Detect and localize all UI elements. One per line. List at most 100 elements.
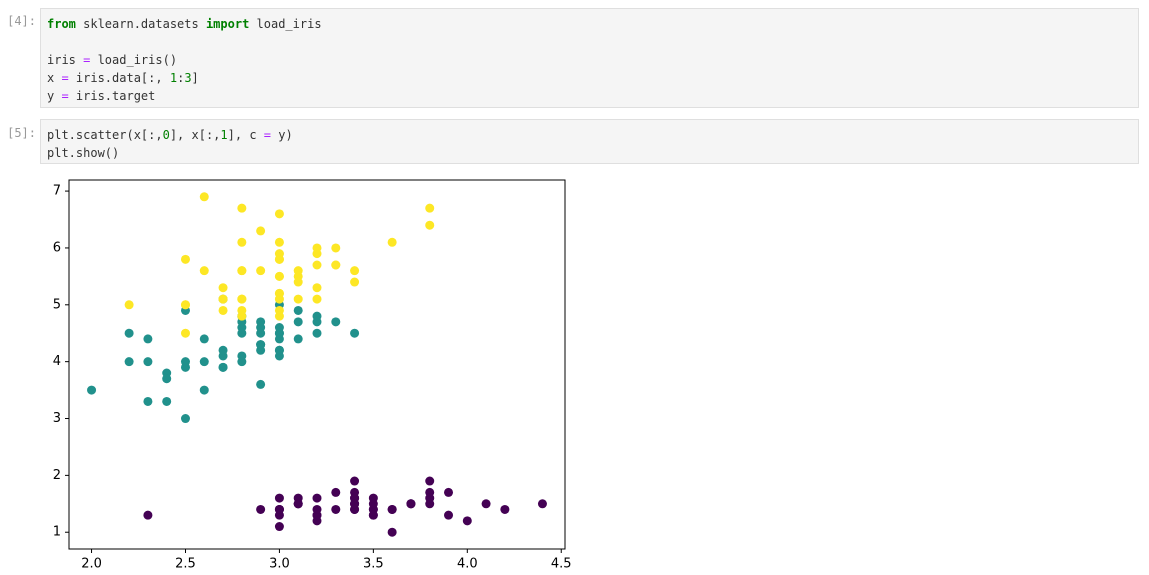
cell-prompt: [4]: xyxy=(7,14,36,28)
scatter-point xyxy=(293,305,303,315)
scatter-point xyxy=(237,266,247,276)
scatter-point xyxy=(274,311,284,321)
scatter-point xyxy=(274,345,284,355)
scatter-point xyxy=(218,345,228,355)
scatter-point xyxy=(180,414,190,424)
scatter-point xyxy=(274,493,284,503)
scatter-point xyxy=(162,374,172,384)
scatter-point xyxy=(274,209,284,219)
scatter-point xyxy=(256,328,266,338)
x-tick-label: 4.0 xyxy=(457,557,478,572)
scatter-point xyxy=(500,504,510,514)
code: plt.scatter(x[:,0], x[:,1], c = y) plt.s… xyxy=(47,128,293,160)
scatter-point xyxy=(180,357,190,367)
scatter-point xyxy=(293,317,303,327)
y-tick-label: 2 xyxy=(53,468,61,483)
scatter-point xyxy=(368,493,378,503)
x-tick-label: 4.5 xyxy=(551,557,572,572)
scatter-point xyxy=(218,362,228,372)
scatter-point xyxy=(312,493,322,503)
y-tick-label: 1 xyxy=(53,525,61,540)
scatter-point xyxy=(256,504,266,514)
scatter-point xyxy=(274,323,284,333)
scatter-point xyxy=(199,357,209,367)
scatter-point xyxy=(350,499,360,509)
scatter-point xyxy=(331,243,341,253)
scatter-point xyxy=(124,328,134,338)
x-tick-label: 3.5 xyxy=(363,557,384,572)
scatter-point xyxy=(312,504,322,514)
scatter-point xyxy=(143,396,153,406)
scatter-point xyxy=(425,203,435,213)
scatter-point xyxy=(180,300,190,310)
x-tick-label: 2.5 xyxy=(175,557,196,572)
scatter-point xyxy=(274,271,284,281)
scatter-point xyxy=(274,522,284,532)
x-tick-label: 2.0 xyxy=(81,557,102,572)
scatter-point xyxy=(331,317,341,327)
scatter-point xyxy=(444,487,454,497)
scatter-point xyxy=(256,379,266,389)
scatter-point xyxy=(162,396,172,406)
scatter-point xyxy=(387,237,397,247)
scatter-point xyxy=(143,510,153,520)
scatter-point xyxy=(406,499,416,509)
scatter-point xyxy=(218,283,228,293)
scatter-point xyxy=(256,317,266,327)
y-tick-label: 5 xyxy=(53,297,61,312)
scatter-point xyxy=(237,203,247,213)
scatter-point xyxy=(293,266,303,276)
scatter-point xyxy=(218,294,228,304)
scatter-point xyxy=(312,294,322,304)
scatter-point xyxy=(312,260,322,270)
scatter-point xyxy=(293,499,303,509)
scatter-point xyxy=(481,499,491,509)
scatter-point xyxy=(237,311,247,321)
cell-prompt: [5]: xyxy=(7,126,36,140)
scatter-point xyxy=(331,487,341,497)
plot-frame xyxy=(68,179,566,550)
scatter-point xyxy=(199,334,209,344)
scatter-point xyxy=(274,504,284,514)
code-cell[interactable]: from sklearn.datasets import load_iris i… xyxy=(40,8,1139,108)
scatter-point xyxy=(199,266,209,276)
scatter-point xyxy=(237,237,247,247)
scatter-point xyxy=(350,266,360,276)
scatter-point xyxy=(425,220,435,230)
scatter-point xyxy=(425,476,435,486)
scatter-point xyxy=(274,254,284,264)
scatter-point xyxy=(256,266,266,276)
scatter-point xyxy=(312,249,322,259)
scatter-point xyxy=(293,294,303,304)
y-tick-label: 3 xyxy=(53,411,61,426)
scatter-point xyxy=(350,476,360,486)
scatter-point xyxy=(537,499,547,509)
scatter-point xyxy=(462,516,472,526)
scatter-point xyxy=(350,277,360,287)
scatter-point xyxy=(218,305,228,315)
scatter-point xyxy=(425,493,435,503)
scatter-point xyxy=(312,311,322,321)
scatter-point xyxy=(237,328,247,338)
scatter-point xyxy=(387,504,397,514)
scatter-point xyxy=(143,334,153,344)
scatter-point xyxy=(256,226,266,236)
scatter-point xyxy=(293,277,303,287)
y-tick-label: 6 xyxy=(53,240,61,255)
scatter-point xyxy=(199,192,209,202)
scatter-point xyxy=(312,283,322,293)
code: from sklearn.datasets import load_iris i… xyxy=(47,17,322,103)
scatter-point xyxy=(274,294,284,304)
scatter-point xyxy=(237,351,247,361)
scatter-point xyxy=(143,357,153,367)
scatter-point xyxy=(180,254,190,264)
scatter-point xyxy=(331,504,341,514)
scatter-point xyxy=(293,334,303,344)
code-cell[interactable]: plt.scatter(x[:,0], x[:,1], c = y) plt.s… xyxy=(40,119,1139,164)
scatter-point xyxy=(368,510,378,520)
scatter-point xyxy=(180,328,190,338)
scatter-point xyxy=(350,328,360,338)
scatter-point xyxy=(331,260,341,270)
scatter-point xyxy=(87,385,97,395)
